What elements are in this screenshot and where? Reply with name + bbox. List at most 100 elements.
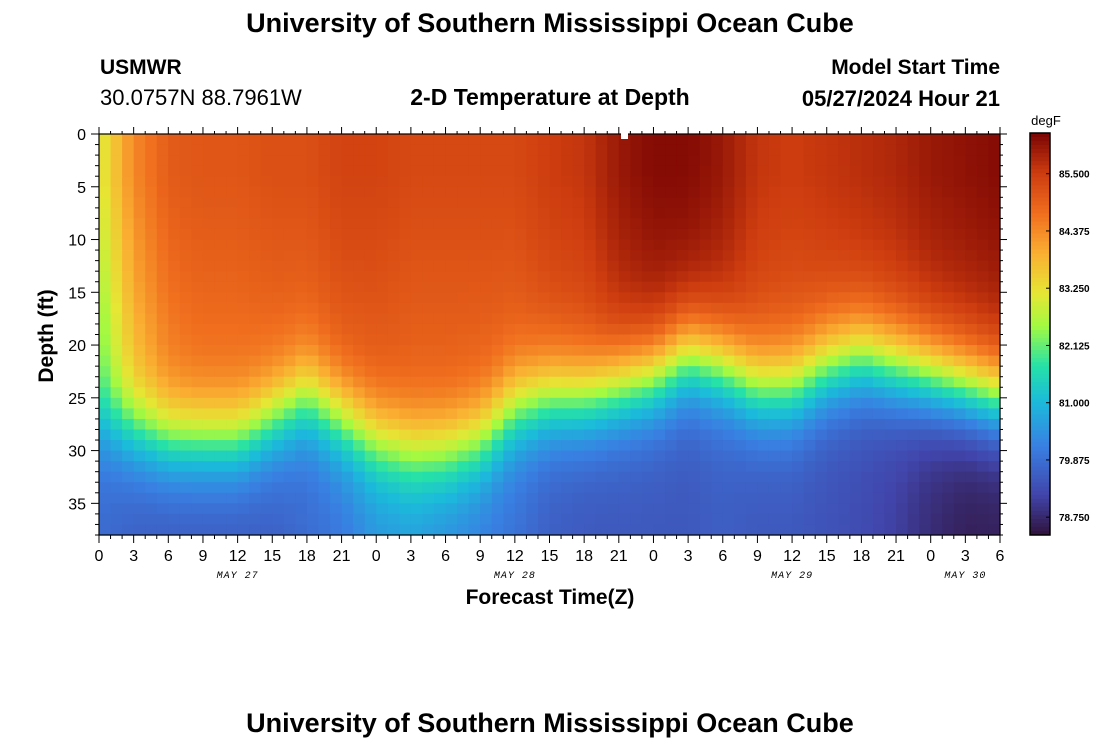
heatmap-cell [826, 281, 839, 293]
heatmap-cell [306, 461, 320, 473]
heatmap-cell [480, 345, 493, 357]
heatmap-cell [249, 176, 262, 188]
heatmap-cell [179, 271, 193, 283]
heatmap-cell [768, 186, 782, 198]
heatmap-cell [930, 260, 943, 272]
heatmap-cell [399, 376, 412, 388]
heatmap-cell [953, 418, 966, 431]
heatmap-cell [480, 492, 493, 504]
heatmap-cell [953, 503, 966, 515]
heatmap-cell [618, 345, 631, 357]
heatmap-cell [665, 144, 678, 156]
heatmap-cell [953, 471, 966, 483]
heatmap-cell [514, 239, 527, 251]
heatmap-cell [607, 334, 620, 346]
heatmap-cell [99, 461, 112, 473]
heatmap-cell [283, 134, 296, 146]
colorbar-segment [1030, 261, 1050, 267]
heatmap-cell [896, 418, 909, 431]
heatmap-cell [99, 397, 112, 409]
heatmap-cell [364, 366, 377, 378]
heatmap-cell [99, 450, 112, 462]
heatmap-cell [630, 387, 643, 399]
heatmap-cell [387, 323, 400, 336]
heatmap-cell [711, 260, 724, 272]
heatmap-cell [295, 134, 308, 146]
heatmap-cell [410, 134, 424, 146]
heatmap-cell [792, 165, 805, 177]
heatmap-cell [919, 155, 932, 167]
heatmap-cell [803, 503, 816, 515]
heatmap-cell [422, 366, 435, 378]
heatmap-cell [491, 176, 504, 188]
heatmap-cell [353, 155, 366, 167]
heatmap-cell [757, 492, 770, 504]
heatmap-cell [953, 165, 966, 177]
heatmap-cell [272, 355, 285, 367]
heatmap-cell [387, 429, 400, 441]
heatmap-cell [849, 134, 862, 146]
heatmap-cell [226, 165, 239, 177]
heatmap-cell [561, 271, 574, 283]
heatmap-cell [722, 292, 735, 304]
heatmap-cell [410, 397, 424, 409]
heatmap-cell [561, 281, 574, 293]
heatmap-cell [376, 345, 389, 357]
heatmap-cell [976, 408, 990, 420]
x-tick-label: 6 [441, 548, 450, 565]
heatmap-cell [468, 155, 481, 167]
heatmap-cell [919, 260, 932, 272]
heatmap-cell [745, 513, 759, 526]
heatmap-cell [399, 165, 412, 177]
heatmap-cell [838, 524, 851, 536]
heatmap-cell [295, 281, 308, 293]
heatmap-cell [306, 134, 320, 146]
heatmap-cell [353, 429, 366, 441]
heatmap-cell [734, 397, 747, 409]
heatmap-cell [526, 345, 539, 357]
heatmap-cell [607, 271, 620, 283]
heatmap-cell [572, 218, 585, 230]
heatmap-cell [768, 513, 782, 526]
heatmap-cell [919, 313, 932, 325]
heatmap-cell [745, 271, 759, 283]
heatmap-cell [780, 144, 793, 156]
heatmap-cell [433, 218, 447, 230]
heatmap-cell [445, 260, 458, 272]
heatmap-cell [272, 345, 285, 357]
heatmap-cell [676, 260, 689, 272]
heatmap-cell [734, 323, 747, 336]
heatmap-cell [872, 155, 886, 167]
heatmap-cell [572, 366, 585, 378]
heatmap-cell [168, 134, 181, 146]
heatmap-cell [976, 387, 990, 399]
heatmap-cell [768, 144, 782, 156]
heatmap-cell [191, 302, 204, 314]
colorbar-segment [1030, 257, 1050, 263]
heatmap-cell [722, 482, 735, 494]
heatmap-cell [122, 461, 135, 473]
heatmap-cell [884, 228, 897, 241]
heatmap-cell [353, 302, 366, 314]
heatmap-cell [988, 440, 1001, 452]
heatmap-cell [133, 292, 146, 304]
heatmap-cell [803, 429, 816, 441]
heatmap-cell [665, 418, 678, 431]
heatmap-cell [595, 323, 608, 336]
heatmap-cell [122, 440, 135, 452]
heatmap-cell [953, 397, 966, 409]
heatmap-cell [306, 503, 320, 515]
heatmap-cell [988, 376, 1001, 388]
heatmap-cell [549, 471, 562, 483]
heatmap-cell [549, 176, 562, 188]
heatmap-cell [803, 134, 816, 146]
heatmap-cell [676, 239, 689, 251]
heatmap-cell [711, 302, 724, 314]
heatmap-cell [110, 366, 123, 378]
heatmap-cell [445, 197, 458, 209]
heatmap-cell [318, 376, 331, 388]
heatmap-cell [896, 155, 909, 167]
heatmap-cell [965, 271, 978, 283]
heatmap-cell [433, 260, 447, 272]
heatmap-cell [745, 397, 759, 409]
